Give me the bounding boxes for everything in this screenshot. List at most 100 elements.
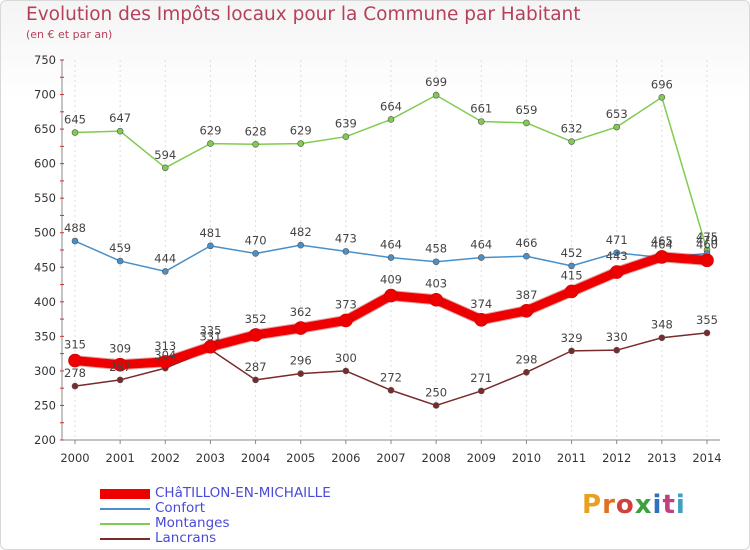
data-label: 464 (380, 238, 402, 252)
data-point (113, 357, 127, 372)
x-tick-label: 2008 (422, 451, 451, 465)
data-label: 272 (380, 370, 402, 384)
data-label: 459 (109, 241, 131, 255)
legend-swatch (100, 489, 150, 499)
logo-letter: x (634, 490, 653, 520)
data-label: 362 (290, 305, 312, 319)
data-point (248, 328, 263, 342)
data-label: 470 (696, 233, 718, 247)
data-label: 298 (515, 352, 537, 366)
y-tick-label: 200 (34, 433, 56, 447)
legend-label: Montanges (155, 515, 230, 531)
x-tick-label: 2002 (151, 451, 180, 465)
data-label: 653 (606, 107, 628, 121)
data-point (342, 133, 350, 140)
data-label: 271 (470, 371, 492, 385)
y-tick-label: 400 (34, 295, 56, 309)
data-label: 409 (380, 273, 402, 287)
data-label: 313 (154, 339, 176, 353)
data-point (252, 376, 259, 384)
data-labels: 315 309 313 335 352 362 373 409 403 374 387 415 443 4… (64, 75, 718, 399)
data-point (158, 355, 173, 369)
data-point (293, 321, 308, 335)
data-point (387, 386, 395, 394)
data-point (613, 249, 621, 257)
logo-letter: P (582, 490, 603, 520)
data-label: 458 (425, 242, 447, 256)
data-point (613, 346, 621, 354)
data-label: 352 (245, 312, 267, 326)
x-tick-label: 2004 (241, 451, 270, 465)
data-label: 300 (335, 351, 357, 365)
y-tick-label: 600 (34, 157, 56, 171)
data-label: 278 (64, 366, 86, 380)
x-tick-label: 2010 (512, 451, 541, 465)
data-label: 470 (245, 233, 267, 247)
y-tick-label: 700 (34, 88, 56, 102)
x-tick-label: 2006 (331, 451, 360, 465)
data-label: 315 (64, 338, 86, 352)
data-point (432, 91, 440, 99)
x-tick-label: 2001 (106, 451, 135, 465)
data-point (116, 257, 124, 265)
x-tick-label: 2013 (647, 451, 676, 465)
logo-letter: i (652, 490, 663, 520)
data-point (71, 237, 79, 245)
data-label: 664 (380, 99, 402, 113)
data-label: 348 (651, 318, 673, 332)
data-label: 464 (651, 238, 673, 252)
logo-letter: i (675, 490, 686, 520)
data-label: 639 (335, 117, 357, 131)
data-point (68, 353, 82, 368)
data-point (387, 254, 395, 261)
data-point (700, 253, 714, 268)
data-label: 287 (245, 360, 267, 374)
y-tick-label: 500 (34, 226, 56, 240)
data-point (339, 313, 353, 328)
data-point (207, 242, 214, 250)
data-point (523, 368, 530, 376)
legend-label: Confort (155, 500, 206, 516)
data-point (477, 387, 485, 395)
chart-title: Evolution des Impôts locaux pour la Comm… (26, 4, 581, 25)
data-point (568, 347, 575, 355)
data-point (568, 262, 575, 270)
data-label: 475 (696, 230, 718, 244)
data-point (613, 123, 621, 131)
data-point (477, 118, 485, 125)
data-label: 329 (561, 331, 583, 345)
data-point (474, 312, 489, 327)
data-label: 444 (154, 251, 176, 265)
y-tick-label: 300 (34, 364, 56, 378)
y-tick-label: 350 (34, 329, 56, 343)
legend-swatch (100, 523, 150, 525)
data-point (519, 303, 534, 318)
data-point (71, 382, 79, 390)
y-tick-label: 650 (34, 122, 56, 136)
data-point (297, 241, 305, 249)
data-label: 331 (199, 329, 221, 343)
data-label: 387 (515, 288, 537, 302)
data-point (432, 402, 440, 409)
legend-swatch (100, 508, 150, 510)
x-tick-label: 2011 (557, 451, 586, 465)
data-label: 594 (154, 148, 176, 162)
data-point (342, 248, 350, 255)
data-label: 309 (109, 342, 131, 356)
x-tick-label: 2007 (376, 451, 405, 465)
series-lines (68, 91, 714, 409)
data-point (523, 119, 530, 127)
data-label: 304 (154, 348, 176, 362)
data-label: 464 (470, 238, 492, 252)
x-tick-label: 2003 (196, 451, 225, 465)
logo-letter: o (615, 490, 635, 520)
y-tick-label: 550 (34, 191, 56, 205)
data-point (297, 140, 305, 147)
logo-letter: r (602, 490, 616, 520)
proxiti-logo: Proxiti (582, 490, 686, 520)
data-point (568, 138, 575, 145)
data-point (523, 252, 530, 260)
grid-lines (74, 60, 708, 440)
data-point (342, 367, 350, 375)
data-label: 250 (425, 385, 447, 399)
